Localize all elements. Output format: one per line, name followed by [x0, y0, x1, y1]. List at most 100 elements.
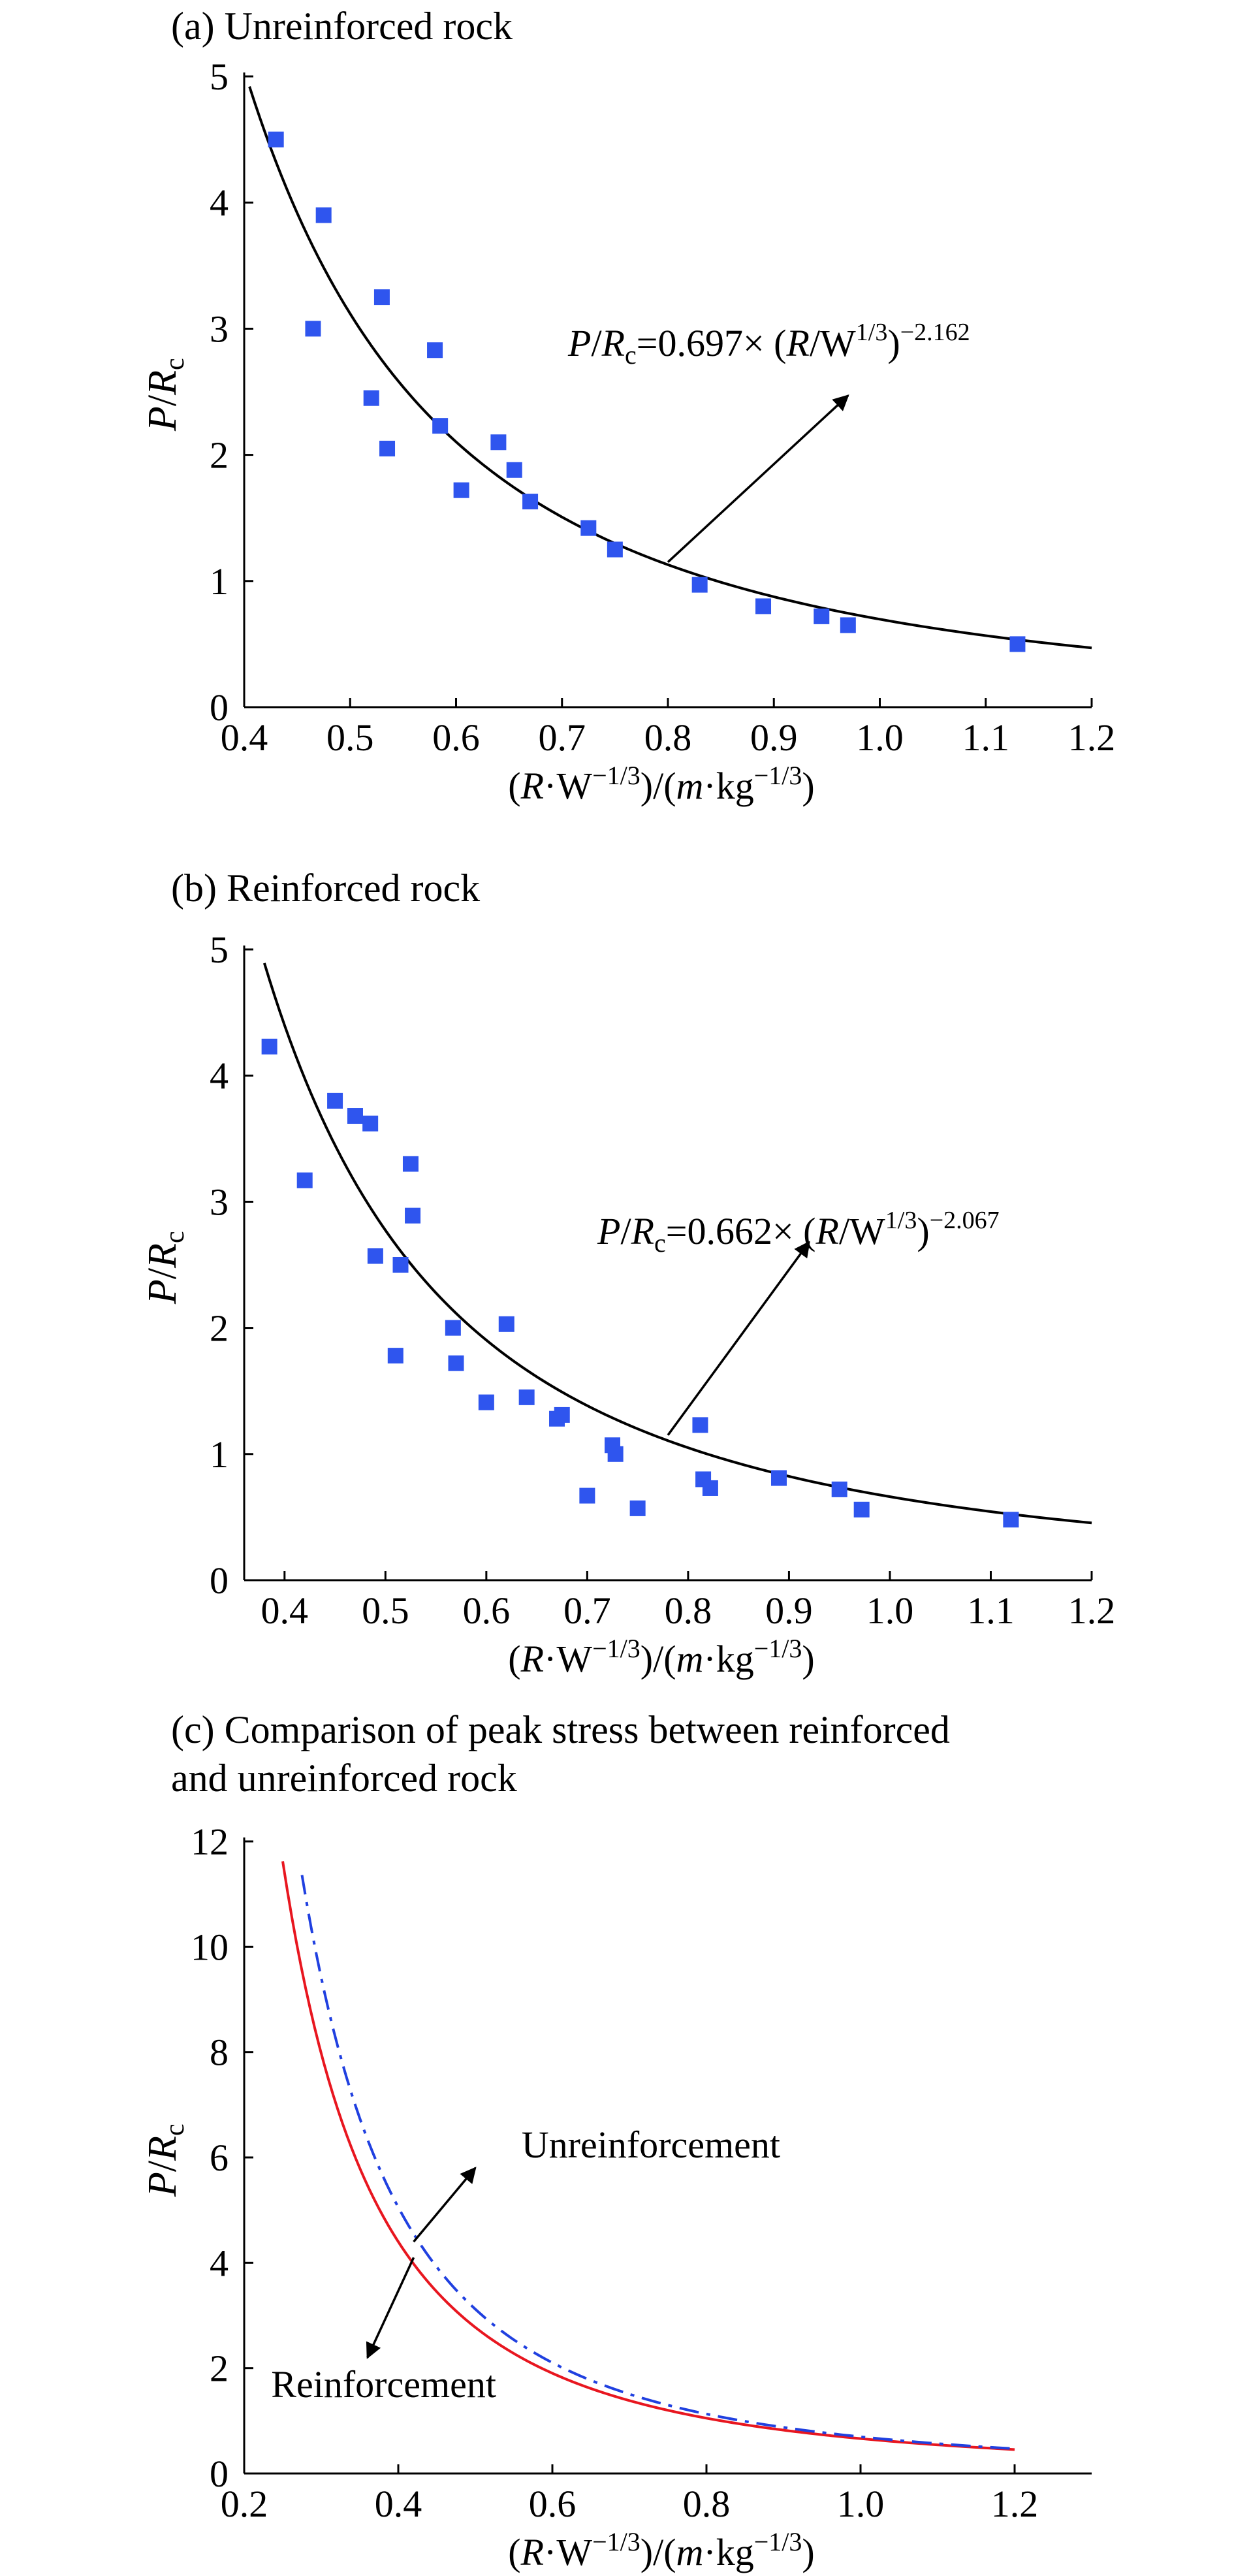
eq-part: 1/3	[856, 319, 888, 346]
unreinforcement-label: Unreinforcement	[522, 2123, 780, 2166]
x-label-part: m	[676, 1638, 704, 1680]
x-tick-label: 0.4	[221, 716, 268, 759]
panel-c: (c) Comparison of peak stress between re…	[0, 1704, 1234, 2576]
x-tick-label: 0.6	[463, 1589, 511, 1632]
x-tick-label: 0.6	[529, 2483, 577, 2525]
x-tick-label: 0.8	[683, 2483, 731, 2525]
data-point	[770, 1470, 787, 1486]
y-tick-label: 0	[210, 1559, 229, 1602]
y-tick-label: 8	[210, 2031, 229, 2074]
data-point	[506, 462, 522, 478]
x-tick-label: 1.1	[962, 716, 1010, 759]
x-label-part: )	[802, 1638, 814, 1680]
eq-part: =0.697× (	[637, 322, 787, 364]
data-point	[853, 1501, 870, 1518]
eq-part: R	[631, 1210, 654, 1252]
x-tick-label: 0.8	[665, 1589, 712, 1632]
y-label-slash: /	[140, 394, 185, 406]
data-point	[478, 1394, 494, 1410]
data-point	[448, 1355, 464, 1371]
x-tick-label: 1.1	[967, 1589, 1015, 1632]
x-label-part: −1/3	[754, 761, 802, 790]
data-point	[379, 440, 396, 456]
x-label-part: )	[802, 2531, 814, 2573]
annotation-arrow	[667, 394, 849, 564]
x-label-part: ·kg	[703, 765, 753, 807]
data-point	[268, 131, 284, 148]
data-point	[691, 577, 708, 593]
y-label-r: R	[140, 370, 185, 396]
x-label-part: m	[676, 2531, 704, 2573]
data-point	[362, 1115, 379, 1132]
eq-part: /	[620, 1210, 631, 1252]
data-point	[579, 1487, 595, 1504]
eq-part: R	[601, 322, 625, 364]
y-label-slash: /	[140, 1267, 185, 1279]
data-point	[445, 1320, 461, 1336]
y-tick-label: 3	[210, 1181, 229, 1223]
data-point	[702, 1480, 718, 1496]
eq-part: c	[654, 1228, 666, 1258]
panel-a: (a) Unreinforced rock 0.4 0.5 0.6 0.7 0.8 0.9…	[0, 0, 1234, 849]
data-point	[327, 1092, 343, 1109]
y-tick-label: 10	[191, 1926, 229, 1968]
data-point	[490, 434, 507, 451]
unreinforcement-arrow	[413, 2167, 477, 2243]
data-point	[831, 1481, 847, 1497]
data-point	[347, 1108, 363, 1124]
data-point	[580, 520, 597, 536]
x-label-part: −1/3	[592, 761, 641, 790]
data-point	[427, 342, 443, 358]
x-tick-label: 0.9	[750, 716, 798, 759]
y-tick-label: 4	[210, 1055, 229, 1097]
x-tick-label: 0.4	[261, 1589, 309, 1632]
y-tick-label: 2	[210, 1307, 229, 1350]
x-tick-label: 0.5	[326, 716, 374, 759]
eq-part: c	[625, 340, 637, 370]
y-tick-label: 12	[191, 1821, 229, 1863]
x-tick-label: 1.2	[991, 2483, 1039, 2525]
x-label-part: ·kg	[703, 2531, 753, 2573]
data-point	[305, 321, 321, 337]
x-label-part: (	[508, 1638, 520, 1680]
x-label-part: −1/3	[592, 1634, 641, 1663]
y-label-r: R	[140, 1243, 185, 1269]
y-tick-label: 4	[210, 2242, 229, 2284]
y-tick-label: 4	[210, 182, 229, 224]
eq-part: P	[597, 1210, 620, 1252]
chart-a: 0.4 0.5 0.6 0.7 0.8 0.9 1.0 1.1 1.2012345P/Rc(R·…	[140, 56, 1115, 807]
y-label-p: P	[140, 1279, 185, 1305]
x-label-part: R	[520, 2531, 544, 2573]
y-label-slash: /	[140, 2160, 185, 2172]
y-label-r: R	[140, 2136, 185, 2161]
y-tick-label: 0	[210, 2453, 229, 2495]
x-label-part: R	[520, 765, 544, 807]
eq-part: R	[786, 322, 810, 364]
x-axis-label: (R·W−1/3)/(m·kg−1/3)	[508, 1634, 814, 1680]
data-point	[814, 608, 830, 624]
x-label-part: ·kg	[703, 1638, 753, 1680]
data-point	[387, 1348, 403, 1364]
x-tick-label: 0.6	[432, 716, 480, 759]
data-point	[629, 1500, 646, 1516]
data-point	[392, 1257, 409, 1273]
data-point	[402, 1156, 419, 1172]
data-point	[498, 1316, 514, 1332]
data-point	[755, 598, 772, 614]
x-label-part: )/(	[641, 2531, 676, 2573]
data-point	[405, 1207, 421, 1224]
y-label-sub: c	[160, 358, 190, 370]
x-tick-label: 0.5	[362, 1589, 409, 1632]
eq-part: 1/3	[885, 1207, 917, 1234]
data-point	[363, 390, 379, 406]
x-tick-label: 1.0	[866, 1589, 914, 1632]
fit-curve	[262, 962, 1092, 1525]
fit-equation: P/Rc=0.697× (R/W1/3)−2.162	[567, 319, 970, 370]
eq-part: P	[567, 322, 591, 364]
eq-part: /W	[839, 1210, 885, 1252]
y-label-sub: c	[160, 1231, 190, 1243]
x-tick-label: 0.9	[765, 1589, 813, 1632]
x-label-part: ·W	[544, 1638, 592, 1680]
reinforcement-label: Reinforcement	[271, 2363, 496, 2406]
fit-curve	[248, 86, 1092, 650]
